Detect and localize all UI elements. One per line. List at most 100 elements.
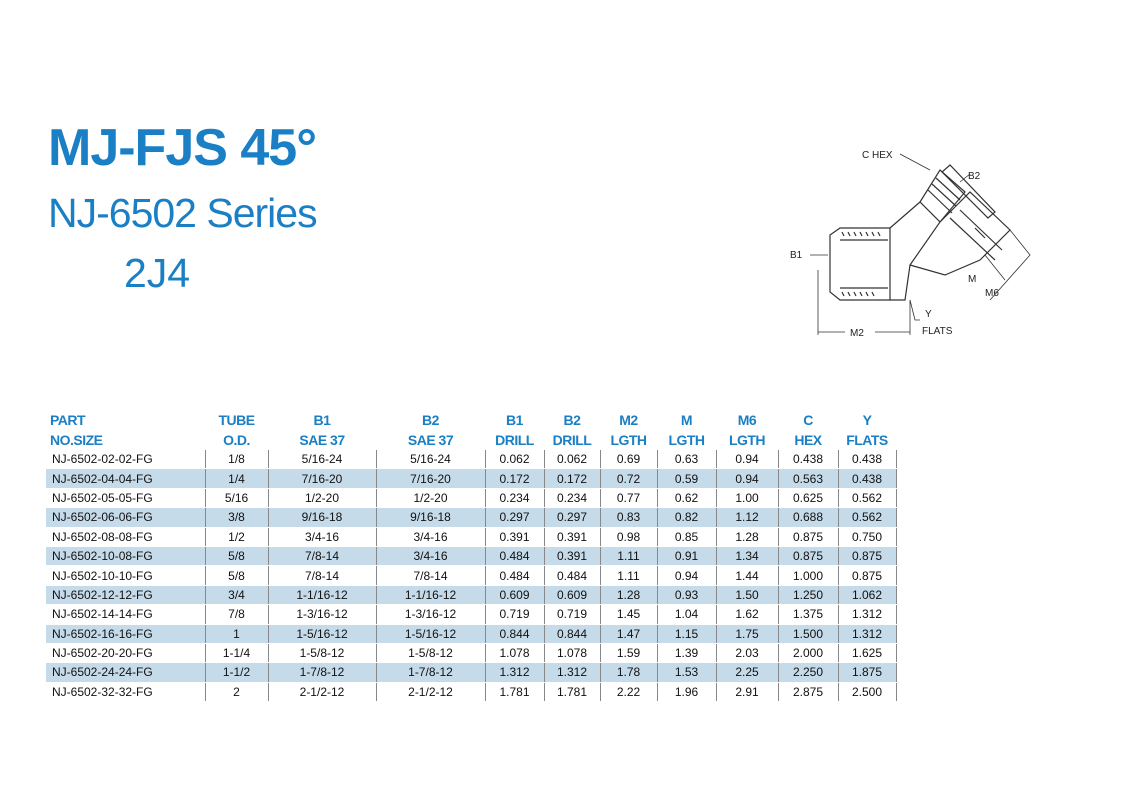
- table-cell: 0.85: [656, 527, 717, 547]
- table-row: NJ-6502-10-10-FG 5/8 7/8-14 7/8-14 0.484 0.48…: [46, 565, 897, 586]
- table-cell: NJ-6502-16-16-FG: [46, 624, 206, 644]
- column-header: B2: [422, 411, 439, 428]
- table-cell: NJ-6502-05-05-FG: [46, 488, 206, 509]
- table-cell: 0.72: [599, 468, 658, 489]
- label-y: Y: [925, 309, 932, 320]
- table-cell: 0.82: [656, 507, 717, 528]
- column-header: FLATS: [846, 431, 888, 448]
- table-cell: 0.391: [484, 527, 545, 547]
- table-cell: 0.391: [543, 546, 601, 567]
- column-header: PART: [50, 411, 86, 428]
- table-cell: 1.45: [599, 604, 658, 625]
- table-cell: 9/16-18: [267, 507, 377, 528]
- label-b1: B1: [790, 250, 803, 261]
- table-row: NJ-6502-10-08-FG 5/8 7/8-14 3/4-16 0.484 0.39…: [46, 546, 897, 567]
- table-cell: 3/4: [204, 585, 269, 606]
- table-cell: 1.000: [777, 565, 839, 586]
- table-cell: 0.93: [656, 585, 717, 606]
- table-cell: 0.062: [484, 450, 545, 470]
- table-cell: 0.234: [484, 488, 545, 509]
- table-cell: 1: [204, 624, 269, 644]
- table-cell: 0.562: [837, 488, 897, 509]
- table-row: NJ-6502-08-08-FG 1/2 3/4-16 3/4-16 0.391 0.39…: [46, 527, 897, 547]
- table-row: NJ-6502-06-06-FG 3/8 9/16-18 9/16-18 0.297 0.…: [46, 507, 897, 528]
- table-cell: 0.438: [837, 450, 897, 470]
- table-cell: 0.609: [543, 585, 601, 606]
- table-cell: 1.39: [656, 643, 717, 664]
- table-cell: 5/16-24: [375, 450, 486, 470]
- table-cell: 1.312: [484, 662, 545, 683]
- table-cell: 0.91: [656, 546, 717, 567]
- table-cell: NJ-6502-20-20-FG: [46, 643, 206, 664]
- table-cell: 0.750: [837, 527, 897, 547]
- column-header: B2: [563, 411, 581, 428]
- column-header: LGTH: [610, 431, 647, 448]
- label-flats: FLATS: [922, 326, 953, 337]
- table-cell: 1.781: [543, 682, 601, 703]
- table-cell: 0.63: [656, 450, 717, 470]
- table-row: NJ-6502-14-14-FG 7/8 1-3/16-12 1-3/16-12 0.7…: [46, 604, 897, 625]
- table-cell: 0.297: [543, 507, 601, 528]
- table-row: NJ-6502-05-05-FG 5/16 1/2-20 1/2-20 0.234 0.2…: [46, 488, 897, 509]
- series-code: 2J4: [124, 250, 191, 296]
- table-cell: 2-1/2-12: [375, 682, 486, 703]
- table-cell: 1.312: [543, 662, 601, 683]
- table-cell: 2.875: [777, 682, 839, 703]
- table-cell: 7/16-20: [267, 468, 377, 489]
- table-cell: 0.98: [599, 527, 658, 547]
- table-cell: 1.078: [484, 643, 545, 664]
- table-cell: 5/8: [204, 565, 269, 586]
- table-row: NJ-6502-04-04-FG 1/4 7/16-20 7/16-20 0.172 0.…: [46, 468, 897, 489]
- table-cell: 0.875: [777, 527, 839, 547]
- table-cell: 1.11: [599, 546, 658, 567]
- table-cell: 1.34: [715, 546, 779, 567]
- table-cell: NJ-6502-10-08-FG: [46, 546, 206, 567]
- label-m2: M2: [850, 328, 864, 339]
- table-row: NJ-6502-32-32-FG 2 2-1/2-12 2-1/2-12 1.781 1.…: [46, 682, 897, 703]
- table-cell: 1/2-20: [375, 488, 486, 509]
- table-cell: 2.25: [715, 662, 779, 683]
- table-cell: 9/16-18: [375, 507, 486, 528]
- table-cell: 1.00: [715, 488, 779, 509]
- column-header: Y: [862, 411, 872, 428]
- table-cell: 1.15: [656, 624, 717, 644]
- title: MJ-FJS 45°: [48, 119, 317, 177]
- column-header: LGTH: [668, 431, 705, 448]
- table-cell: 1.781: [484, 682, 545, 703]
- table-cell: 1-7/8-12: [267, 662, 377, 683]
- table-cell: 0.297: [484, 507, 545, 528]
- table-cell: NJ-6502-24-24-FG: [46, 662, 206, 683]
- table-cell: 0.875: [837, 546, 897, 567]
- table-cell: 7/8-14: [267, 546, 377, 567]
- table-cell: 2-1/2-12: [267, 682, 377, 703]
- table-cell: 0.94: [715, 450, 779, 470]
- table-cell: 1.04: [656, 604, 717, 625]
- table-cell: 0.484: [543, 565, 601, 586]
- table-cell: 7/8-14: [267, 565, 377, 586]
- table-cell: 2.91: [715, 682, 779, 703]
- table-cell: 0.234: [543, 488, 601, 509]
- header-row: NO.SIZE O.D. SAE 37 SAE 37 DRILL DRILL LGTH LGT…: [46, 430, 896, 450]
- table-cell: 0.484: [484, 565, 545, 586]
- table-cell: 1/2: [204, 527, 269, 547]
- table-cell: 1.312: [837, 604, 897, 625]
- table-cell: 2.500: [837, 682, 897, 703]
- table-cell: 7/8: [204, 604, 269, 625]
- table-cell: 1.28: [599, 585, 658, 606]
- table-cell: 0.438: [777, 450, 839, 470]
- table-cell: 0.719: [484, 604, 545, 625]
- table-cell: 0.563: [777, 468, 839, 489]
- table-cell: 0.94: [715, 468, 779, 489]
- table-cell: 0.83: [599, 507, 658, 528]
- table-cell: 1/4: [204, 468, 269, 489]
- label-c-hex: C HEX: [862, 150, 893, 161]
- table-cell: 1.96: [656, 682, 717, 703]
- table-cell: 0.77: [599, 488, 658, 509]
- table-cell: 3/8: [204, 507, 269, 528]
- column-header: B1: [313, 411, 331, 428]
- table-cell: 1.11: [599, 565, 658, 586]
- table-cell: 1-5/16-12: [267, 624, 377, 644]
- table-row: NJ-6502-16-16-FG 1 1-5/16-12 1-5/16-12 0.844…: [46, 624, 897, 644]
- table-cell: 5/16-24: [267, 450, 377, 470]
